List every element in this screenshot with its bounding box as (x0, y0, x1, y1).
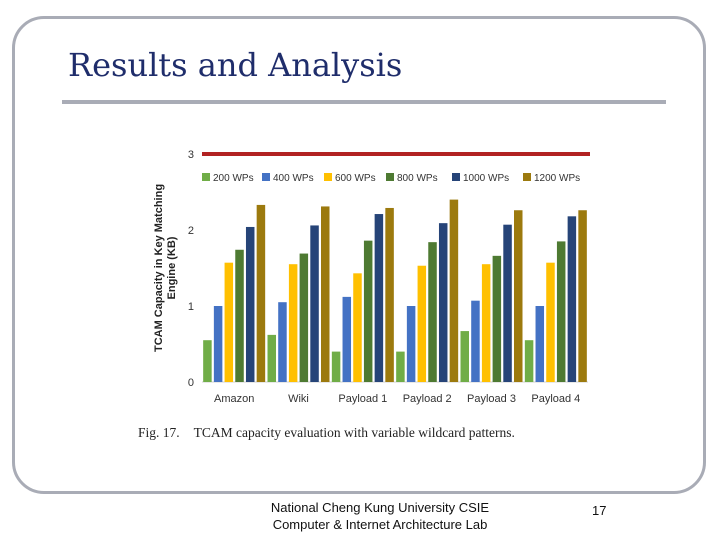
bar (556, 241, 566, 382)
bar (406, 306, 416, 382)
bar (514, 210, 523, 382)
bar (256, 204, 266, 382)
bar (353, 273, 362, 382)
title-underline (62, 100, 666, 104)
legend-swatch (523, 173, 531, 181)
bar (213, 306, 223, 382)
bar (299, 253, 309, 382)
footer-line-1: National Cheng Kung University CSIE (270, 500, 490, 515)
y-tick-label: 0 (188, 377, 194, 389)
bar (278, 302, 287, 382)
x-tick-label: Wiki (288, 393, 309, 405)
x-tick-label: Amazon (214, 393, 254, 405)
x-tick-label: Payload 3 (467, 393, 516, 405)
bar (310, 225, 319, 382)
bar (245, 226, 255, 382)
legend-label: 800 WPs (397, 173, 438, 184)
bar (363, 240, 373, 382)
x-tick-label: Payload 1 (338, 393, 387, 405)
bar (578, 210, 587, 382)
y-tick-label: 3 (188, 149, 194, 161)
bar (203, 340, 212, 382)
y-axis-label: TCAM Capacity in Key MatchingEngine (KB) (153, 184, 178, 352)
bar (267, 334, 276, 382)
legend-label: 200 WPs (213, 173, 254, 184)
bar (471, 300, 480, 382)
bar (524, 340, 534, 382)
bar (449, 199, 459, 382)
x-tick-label: Payload 4 (531, 393, 580, 405)
x-tick-label: Payload 2 (403, 393, 452, 405)
bar (567, 216, 577, 382)
legend-swatch (386, 173, 394, 181)
legend-label: 1000 WPs (463, 173, 509, 184)
caption-text: TCAM capacity evaluation with variable w… (193, 425, 515, 440)
slide-title: Results and Analysis (68, 46, 403, 84)
bar (224, 262, 234, 382)
slide-frame (12, 16, 706, 494)
y-tick-label: 1 (188, 301, 194, 313)
bar (235, 249, 244, 382)
legend-label: 1200 WPs (534, 173, 580, 184)
footer-line-2: Computer & Internet Architecture Lab (272, 517, 488, 532)
bar (535, 306, 545, 382)
legend-label: 400 WPs (273, 173, 314, 184)
bar (503, 224, 512, 382)
bar-chart: 0 1 2 3 TCAM Capacity in Key MatchingEngine … (153, 149, 590, 405)
bar (428, 242, 437, 382)
legend-swatch (324, 173, 332, 181)
bar (385, 207, 394, 382)
bar (396, 351, 405, 382)
bar (331, 351, 341, 382)
caption-fig-number: Fig. 17. (138, 425, 180, 440)
bar (546, 262, 555, 382)
legend-swatch (452, 173, 460, 181)
bar (288, 264, 298, 382)
legend-swatch (202, 173, 210, 181)
bar (460, 331, 469, 382)
y-tick-label: 2 (188, 225, 194, 237)
bar (374, 214, 384, 382)
bar (492, 255, 502, 382)
bar (481, 264, 491, 382)
bar (321, 206, 330, 382)
page-number: 17 (592, 503, 607, 518)
figure-caption: Fig. 17. TCAM capacity evaluation with va… (138, 425, 515, 441)
bar (417, 265, 427, 382)
legend-label: 600 WPs (335, 173, 376, 184)
bar (438, 223, 448, 382)
legend-swatch (262, 173, 270, 181)
bar (342, 296, 352, 382)
footer: National Cheng Kung University CSIE Comp… (240, 499, 520, 533)
